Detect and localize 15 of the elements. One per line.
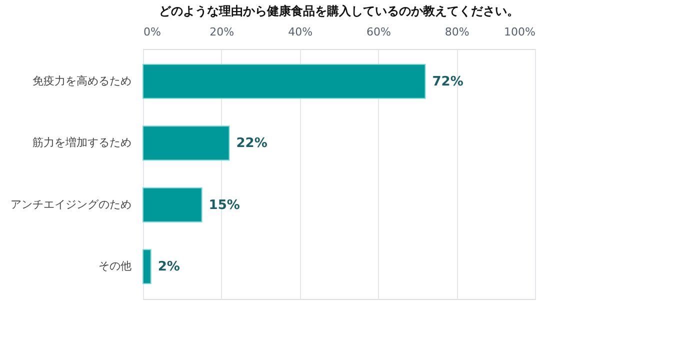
x-tick-label: 0% [144, 26, 161, 38]
y-tick-label: アンチエイジングのため [10, 198, 132, 211]
x-tick-label: 20% [210, 26, 234, 38]
x-tick-label: 80% [444, 26, 470, 38]
y-tick-label: 免疫力を高めるため [32, 74, 132, 88]
data-label: 2% [158, 260, 180, 275]
data-label: 15% [208, 198, 240, 213]
y-tick-label: 筋力を増加するため [32, 136, 132, 150]
x-tick-label: 100% [504, 26, 536, 38]
x-tick-label: 40% [288, 26, 313, 38]
data-label: 72% [432, 74, 464, 90]
chart-title: どのような理由から健康食品を購入しているのか教えてください。 [159, 4, 519, 18]
data-label: 22% [236, 136, 268, 152]
x-tick-label: 60% [366, 26, 391, 38]
y-tick-label: その他 [98, 260, 132, 273]
